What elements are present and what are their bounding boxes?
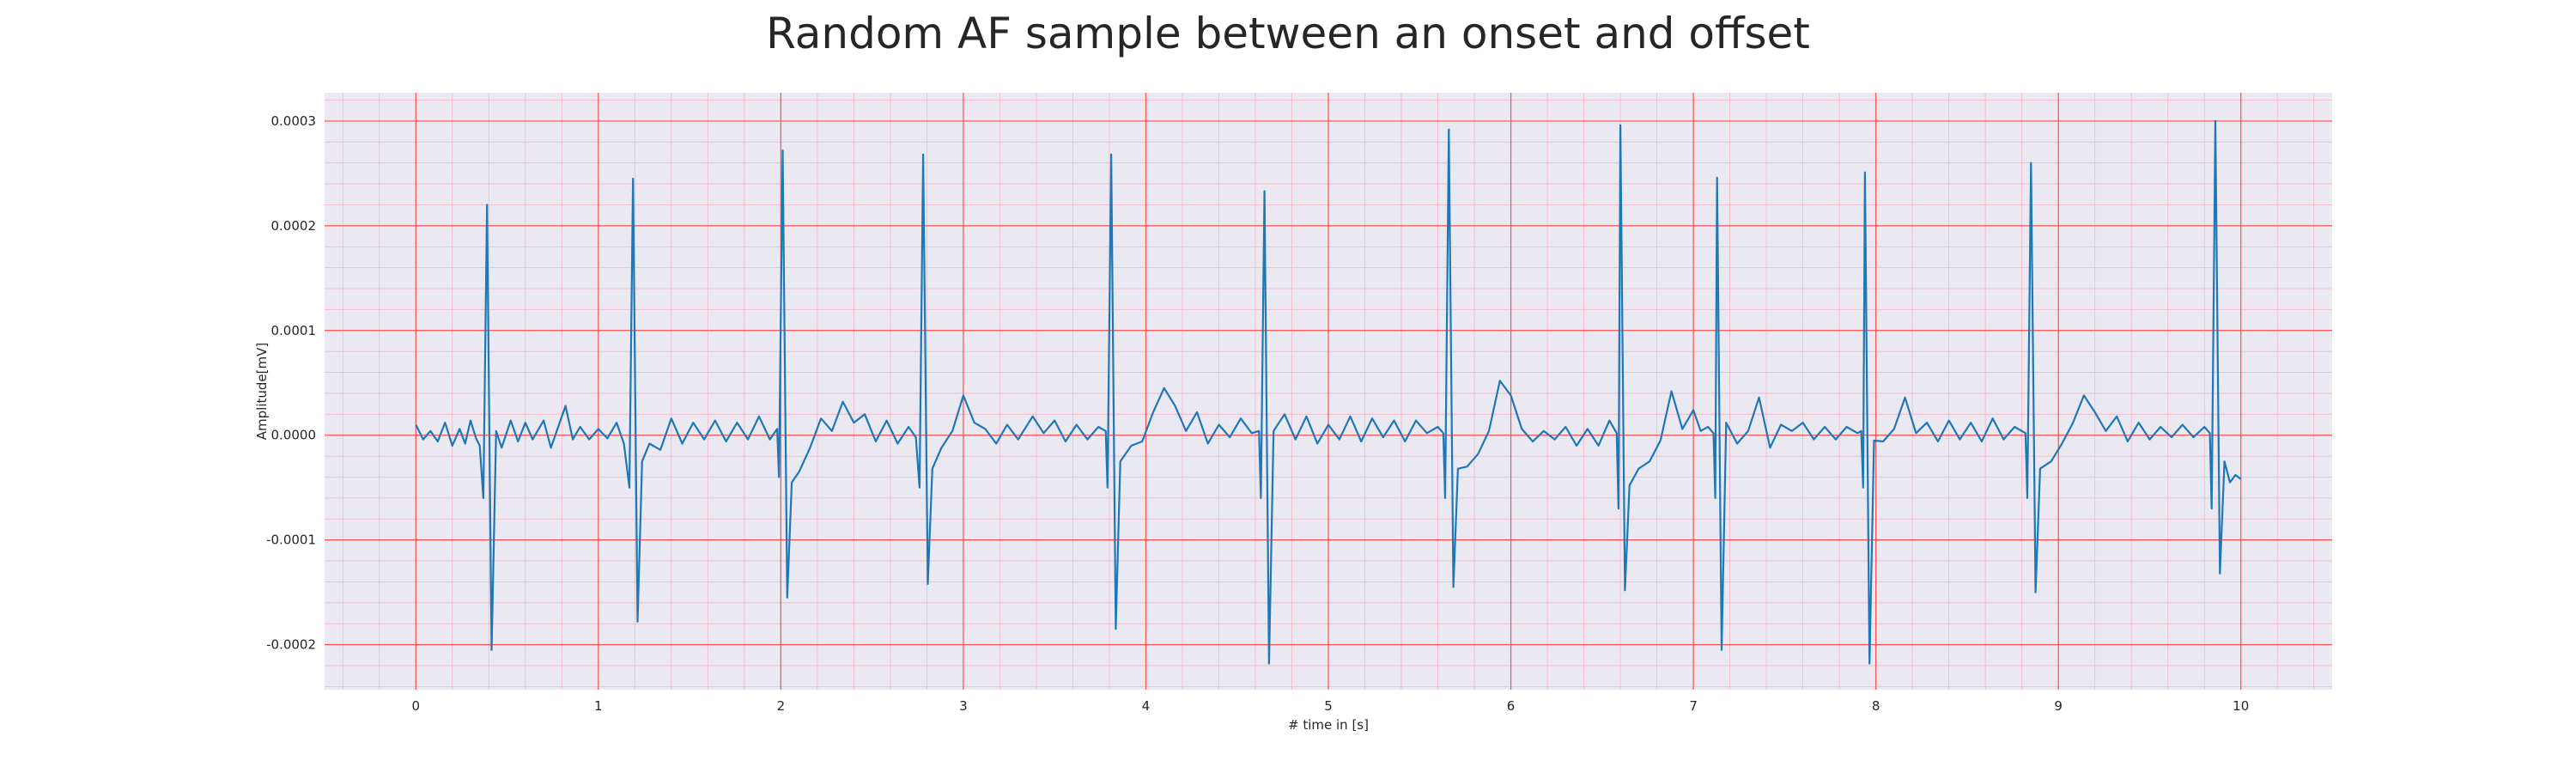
- series-line: [415, 119, 2242, 665]
- x-tick-label: 3: [959, 698, 968, 714]
- x-tick-label: 10: [2233, 698, 2249, 714]
- series-layer: [415, 119, 2242, 665]
- y-tick-label: 0.0001: [271, 323, 317, 338]
- x-tick-label: 5: [1324, 698, 1333, 714]
- x-tick-label: 4: [1142, 698, 1151, 714]
- y-tick-label: 0.0002: [271, 218, 317, 234]
- x-tick-label: 1: [594, 698, 603, 714]
- x-tick-label: 7: [1689, 698, 1698, 714]
- x-tick-label: 0: [411, 698, 420, 714]
- y-tick-label: -0.0002: [266, 637, 316, 653]
- y-tick-label: 0.0003: [271, 113, 317, 129]
- chart-title: Random AF sample between an onset and of…: [766, 9, 1810, 58]
- major-grid: [325, 93, 2332, 690]
- y-axis-label: Amplitude[mV]: [254, 343, 270, 440]
- x-tick-label: 6: [1507, 698, 1516, 714]
- y-tick-label: 0.0000: [271, 428, 317, 443]
- x-axis-label: # time in [s]: [1288, 717, 1369, 733]
- x-tick-label: 9: [2054, 698, 2063, 714]
- x-tick-label: 8: [1872, 698, 1880, 714]
- y-tick-labels: -0.0002 -0.0001 0.0000 0.0001 0.0002 0.0003: [266, 113, 316, 653]
- y-tick-label: -0.0001: [266, 533, 316, 548]
- x-tick-label: 2: [777, 698, 786, 714]
- x-tick-labels: 0 1 2 3 4 5 6 7 8 9 10: [411, 698, 2249, 714]
